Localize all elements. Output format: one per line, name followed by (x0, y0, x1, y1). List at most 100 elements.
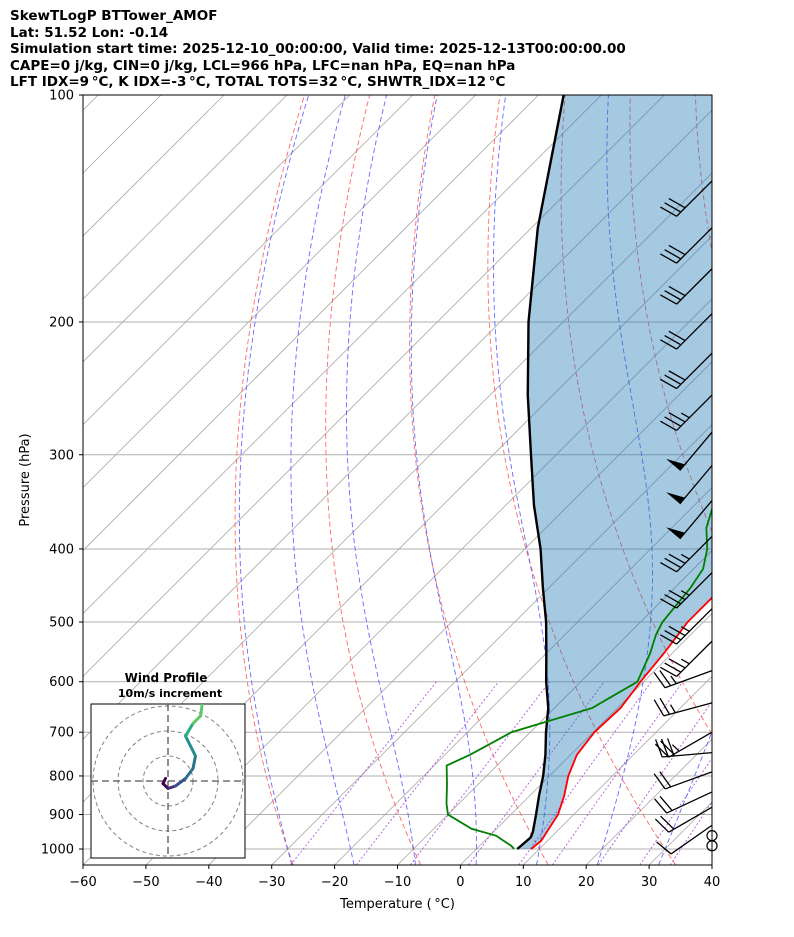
y-tick-label: 600 (49, 675, 74, 690)
barb-half-flag (680, 590, 690, 596)
hodograph-subtitle: 10m/s increment (118, 687, 222, 700)
axes: Temperature ( °C) Pressure (hPa) −60 −50 −… (18, 89, 720, 913)
mixing-ratio-line (598, 700, 712, 865)
moist-adiabat (493, 95, 551, 865)
barb-flag (664, 374, 682, 385)
barb-flag (668, 244, 686, 256)
barb-shaft (679, 431, 713, 471)
x-tick-label: 30 (641, 875, 658, 890)
wind-barb (660, 227, 713, 264)
y-tick-label: 400 (49, 542, 74, 557)
wind-barb (660, 394, 713, 431)
barb-flag (660, 666, 677, 678)
x-tick-label: −40 (195, 875, 222, 890)
temperature-profile-line (530, 596, 712, 850)
barb-flag (668, 330, 686, 342)
barb-shaft (668, 731, 713, 758)
barb-flag (653, 699, 665, 717)
barb-flag (654, 743, 670, 758)
hodograph-inset: Wind Profile 10m/s increment (90, 671, 246, 859)
x-tick-label: 0 (456, 875, 464, 890)
barb-flag (659, 670, 672, 687)
barb-flag (668, 198, 686, 209)
x-tick-label: −60 (69, 875, 96, 890)
wind-barb (666, 465, 713, 505)
barb-half-flag (680, 626, 690, 632)
isotherm-line (83, 95, 225, 237)
y-tick-label: 500 (49, 616, 74, 631)
barb-flag (660, 562, 677, 573)
barb-flag (664, 290, 682, 301)
barb-flag (660, 740, 675, 755)
barb-flag (659, 697, 671, 715)
dry-adiabat (560, 95, 712, 736)
isotherm-line (145, 298, 712, 865)
barb-half-flag (669, 704, 676, 714)
hodograph-segment (199, 704, 204, 718)
barb-shaft (676, 180, 713, 217)
wind-barb (656, 824, 713, 855)
barb-flag (664, 202, 682, 213)
moist-adiabat (238, 95, 310, 865)
profile-layer (445, 95, 712, 850)
wind-barb (666, 431, 713, 471)
barb-flag (653, 672, 666, 689)
mixing-ratio-line (518, 681, 652, 865)
barb-flag (661, 738, 669, 757)
barb-shaft (676, 313, 713, 350)
barb-flag (660, 598, 677, 609)
barb-flag (668, 589, 686, 601)
isotherm-line (271, 424, 712, 865)
barb-shaft (670, 824, 713, 855)
barb-shaft (676, 608, 713, 645)
title-line-location: Lat: 51.52 Lon: -0.14 (10, 24, 169, 41)
x-tick-label: −20 (321, 875, 348, 890)
barb-shaft (664, 670, 713, 689)
barb-half-flag (680, 553, 690, 560)
wind-barb (660, 535, 713, 573)
wind-barb (660, 180, 713, 217)
isotherm-line (711, 864, 712, 865)
isotherm-line (460, 612, 712, 865)
dry-adiabat (629, 95, 712, 533)
wind-barb (660, 313, 713, 350)
barb-shaft (663, 702, 713, 717)
mixing-ratio-line (639, 757, 712, 865)
x-tick-label: −10 (384, 875, 411, 890)
hodograph-title: Wind Profile (125, 671, 208, 685)
wind-barb (660, 640, 713, 678)
wind-barb (653, 670, 713, 689)
barb-flag (668, 658, 686, 669)
parcel-profile-line (516, 95, 565, 850)
barb-shaft (676, 535, 713, 573)
isotherm-line (83, 95, 351, 363)
hodograph-segment (191, 754, 197, 770)
barb-flag (660, 339, 677, 350)
barb-flag (653, 773, 666, 790)
wind-barb (653, 697, 713, 717)
barb-flag (668, 553, 686, 564)
x-tick-label: −30 (258, 875, 285, 890)
moist-adiabat (410, 95, 477, 865)
barb-pennant (666, 492, 686, 504)
barb-flag (664, 662, 682, 673)
barb-shaft (664, 771, 713, 790)
barb-shaft (676, 268, 713, 305)
barb-flag (660, 294, 677, 305)
barb-flag (660, 206, 677, 217)
barb-shaft (676, 640, 713, 677)
barb-flag (654, 818, 670, 833)
isotherm-line (83, 95, 476, 489)
mixing-ratio-line (551, 681, 684, 865)
wind-barb (660, 268, 713, 305)
barb-shaft (676, 352, 713, 390)
wind-barb (654, 791, 713, 814)
title-line-times: Simulation start time: 2025-12-10_00:00:… (10, 41, 626, 57)
y-tick-label: 100 (49, 89, 74, 104)
chart-title: SkewTLogP BTTower_AMOF Lat: 51.52 Lon: -… (10, 8, 626, 91)
barb-shaft (666, 791, 713, 814)
barb-flag (664, 249, 682, 260)
barb-flag (660, 420, 677, 431)
barb-flag (660, 634, 677, 645)
